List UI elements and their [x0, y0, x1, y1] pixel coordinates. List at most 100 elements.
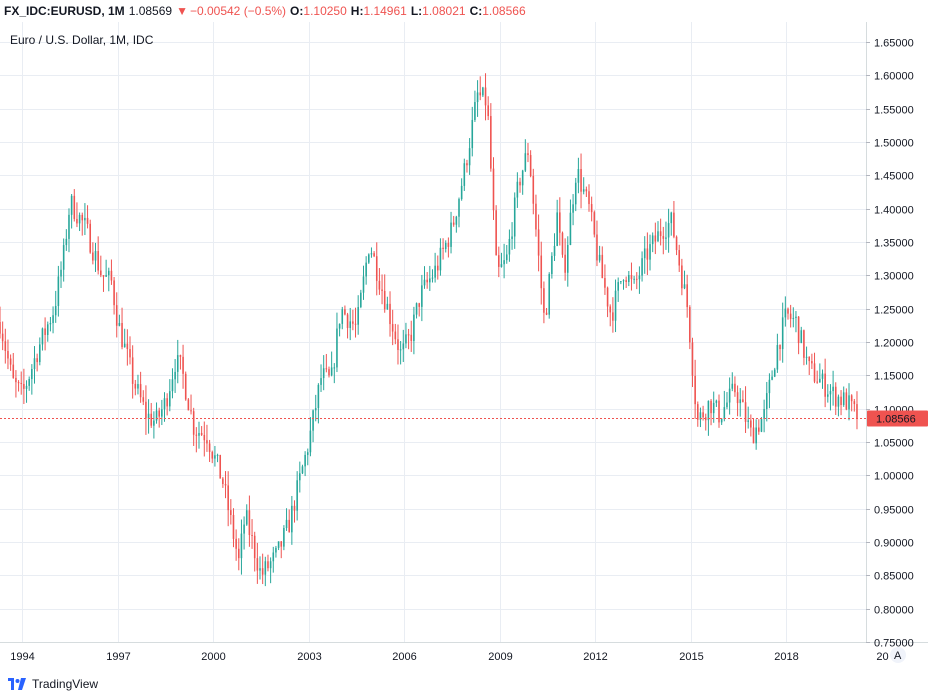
candle-body — [195, 434, 198, 436]
candle-body — [811, 361, 813, 364]
candle-body — [383, 290, 386, 310]
open-label: O: — [290, 4, 304, 18]
candle-body — [819, 378, 821, 383]
candle-body — [771, 376, 773, 380]
candle-body — [559, 212, 561, 233]
price-axis[interactable]: 1.65000 1.60000 1.55000 1.50000 1.45000 1.400… — [866, 38, 914, 650]
candle-body — [853, 401, 856, 405]
candle-body — [333, 367, 336, 369]
candle-body — [261, 568, 264, 575]
candle-body — [306, 452, 309, 455]
close-value: 1.08566 — [482, 4, 526, 18]
candle-body — [145, 401, 147, 419]
candle-body — [590, 204, 593, 213]
candle-body — [582, 189, 585, 192]
candle-body — [702, 412, 704, 418]
candle-body — [100, 270, 102, 276]
candle-body — [436, 265, 439, 271]
candle-body — [606, 287, 609, 307]
candle-body — [39, 344, 41, 363]
candle-body — [765, 393, 768, 410]
candle-body — [375, 256, 378, 281]
candle-body — [338, 323, 341, 329]
auto-scale-button[interactable]: A — [890, 647, 906, 663]
candle-body — [208, 443, 211, 452]
auto-scale-label[interactable]: A — [894, 650, 902, 662]
candle-body — [184, 373, 187, 400]
candle-body — [203, 434, 206, 441]
candle-body — [407, 334, 410, 336]
candle-body — [718, 400, 720, 423]
candle-body — [367, 254, 370, 263]
candle-body — [378, 280, 381, 290]
candle-body — [344, 309, 346, 315]
candle-body — [426, 279, 428, 283]
candle-body — [503, 260, 505, 265]
x-tick-label: 2009 — [488, 651, 512, 663]
candle-body — [237, 548, 240, 559]
candle-body — [723, 407, 726, 419]
candle-body — [259, 568, 261, 571]
candle-body — [15, 377, 17, 383]
candle-body — [805, 356, 808, 358]
candle-body — [248, 510, 251, 536]
candle-body — [131, 357, 134, 384]
candle-body — [731, 383, 734, 389]
candle-body — [678, 250, 681, 266]
candle-body — [126, 343, 129, 350]
candle-body — [654, 235, 657, 242]
candle-body — [33, 358, 36, 370]
candle-body — [521, 170, 524, 186]
price-chart[interactable]: 1.65000 1.60000 1.55000 1.50000 1.45000 1.400… — [0, 22, 928, 674]
candle-body — [601, 254, 604, 279]
candle-body — [283, 527, 285, 547]
candle-body — [744, 402, 747, 422]
candle-body — [174, 371, 176, 380]
candle-body — [710, 400, 712, 414]
candle-body — [251, 535, 253, 537]
candle-body — [492, 168, 495, 211]
symbol-name[interactable]: FX_IDC:EURUSD, 1M — [4, 4, 125, 18]
candle-body — [829, 391, 832, 395]
candle-body — [7, 350, 9, 359]
candle-body — [84, 217, 86, 221]
brand-name[interactable]: TradingView — [32, 677, 99, 691]
candle-body — [848, 395, 850, 410]
candle-body — [752, 427, 755, 444]
candle-body — [808, 356, 811, 362]
candle-body — [683, 284, 686, 289]
candle-body — [113, 280, 115, 306]
candle-body — [192, 411, 195, 435]
candle-body — [277, 541, 280, 548]
candle-body — [54, 306, 57, 316]
candle-body — [840, 396, 842, 405]
candle-body — [630, 275, 633, 280]
candle-body — [44, 328, 46, 335]
candle-body — [370, 253, 373, 255]
candle-body — [115, 305, 118, 326]
candle-body — [667, 223, 670, 238]
candle-body — [593, 212, 596, 235]
candle-body — [513, 197, 516, 237]
candle-body — [787, 308, 789, 314]
candle-body — [317, 384, 320, 409]
candle-body — [505, 254, 508, 261]
candle-body — [657, 231, 659, 242]
candle-body — [633, 278, 635, 280]
candle-body — [214, 455, 216, 459]
candle-body — [662, 236, 665, 239]
chart-title: Euro / U.S. Dollar, 1M, IDC — [10, 33, 154, 47]
candle-body — [142, 397, 145, 402]
candle-body — [17, 382, 20, 384]
time-axis[interactable]: 1994 1997 2000 2003 2006 2009 2012 2015 2018 20 — [10, 651, 888, 663]
x-tick-label: 2006 — [392, 651, 416, 663]
candle-body — [52, 315, 54, 324]
candle-body — [776, 345, 779, 370]
candle-body — [508, 238, 511, 255]
candle-body — [330, 367, 333, 376]
candle-body — [561, 232, 564, 255]
candle-body — [837, 396, 840, 407]
candle-body — [715, 400, 718, 403]
candle-body — [691, 342, 694, 376]
candle-body — [622, 280, 625, 282]
